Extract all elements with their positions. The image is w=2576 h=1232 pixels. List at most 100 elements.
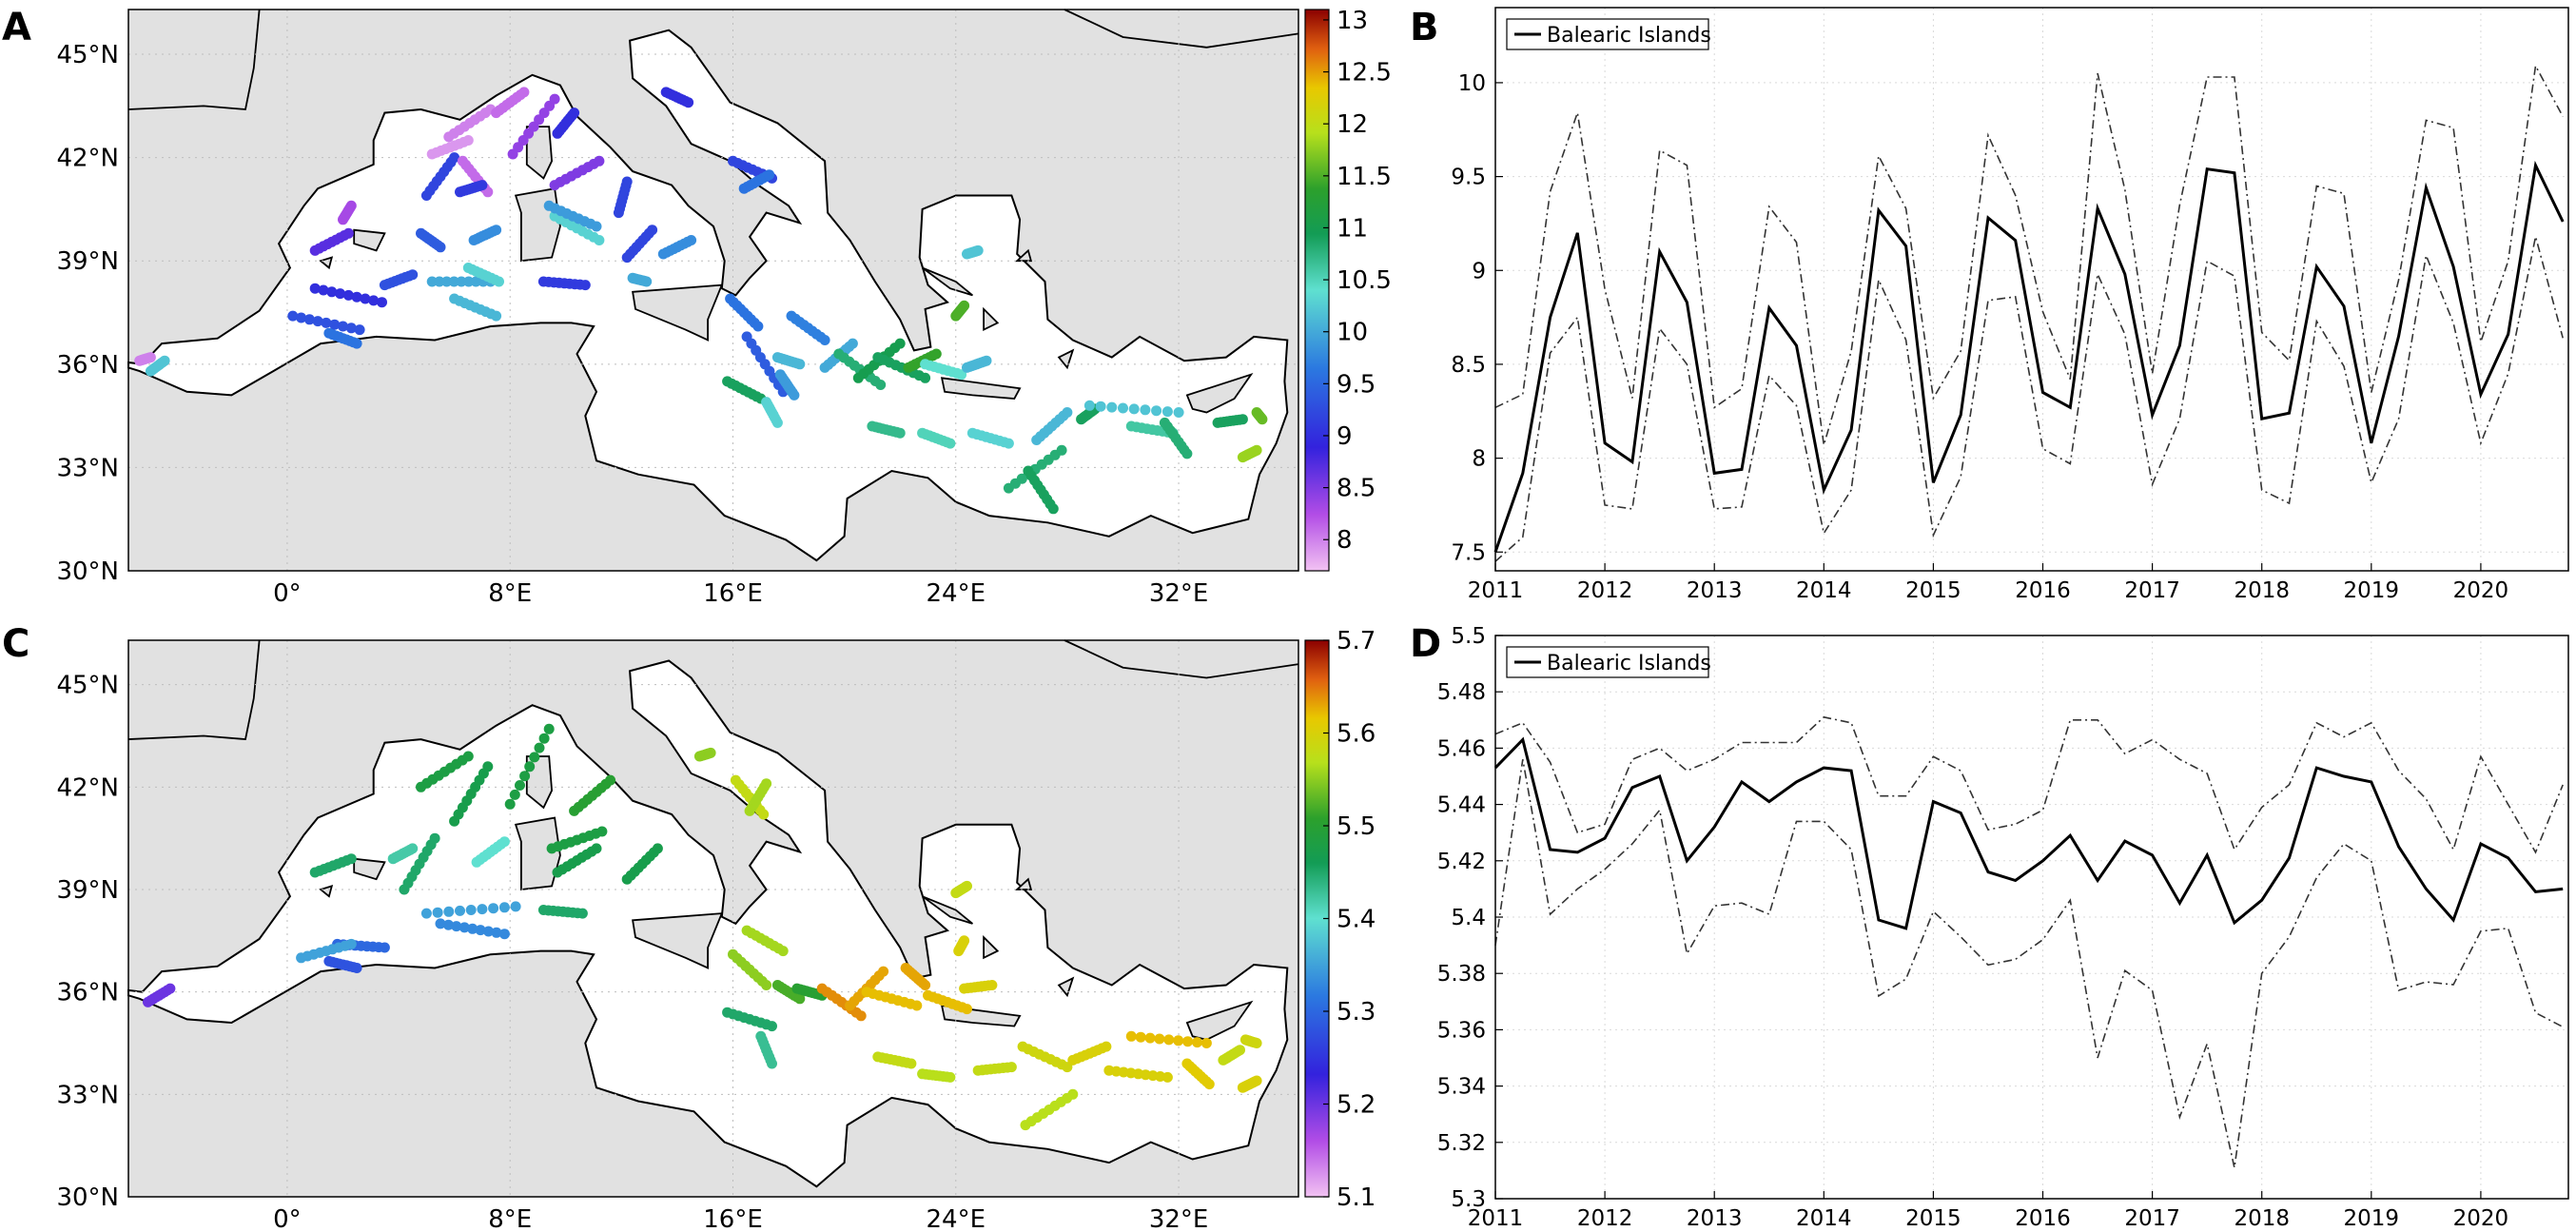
y-tick-label: 5.3 xyxy=(1451,1187,1486,1212)
track-30-point xyxy=(920,980,931,990)
colorbar-tick-label: 10 xyxy=(1337,319,1368,347)
y-tick-label: 5.38 xyxy=(1437,962,1486,987)
map-frame xyxy=(127,9,1299,572)
track-9-point xyxy=(462,751,474,762)
island-9 xyxy=(983,935,1000,960)
track-12-point xyxy=(504,798,516,810)
track-3-point xyxy=(360,293,371,304)
track-0-point xyxy=(165,983,176,994)
track-10-point xyxy=(482,761,494,772)
y-tick-label: 9.5 xyxy=(1451,166,1486,190)
track-12-point xyxy=(529,752,540,763)
track-1-point xyxy=(159,355,170,366)
black-sea-coast xyxy=(1064,9,1299,49)
track-36-point xyxy=(771,417,783,428)
track-2-point xyxy=(287,310,299,322)
track-7-point xyxy=(510,901,521,912)
y-tick-label: 5.5 xyxy=(1451,624,1486,649)
track-2-point xyxy=(329,319,341,330)
track-28-point xyxy=(878,966,889,977)
x-tick-label: 2019 xyxy=(2344,578,2400,603)
island-4 xyxy=(319,256,334,270)
track-32-point xyxy=(752,321,764,332)
track-59-point xyxy=(959,300,970,311)
track-1-point xyxy=(379,942,390,953)
track-42-point xyxy=(920,372,931,383)
track-19-point xyxy=(761,778,772,790)
track-3-point xyxy=(342,289,354,301)
track-20-point xyxy=(569,108,580,119)
track-12-point xyxy=(524,761,536,772)
legend-label: Balearic Islands xyxy=(1547,652,1711,675)
track-23-point xyxy=(767,1021,777,1032)
track-25-point xyxy=(794,993,806,1005)
island-3 xyxy=(353,228,386,252)
panel-letter: B xyxy=(1410,6,1439,49)
track-34-point xyxy=(945,1071,956,1083)
atlantic-coast xyxy=(127,9,261,110)
y-tick-label: 5.36 xyxy=(1437,1018,1486,1043)
x-tick-label: 2018 xyxy=(2234,578,2290,603)
track-8-point xyxy=(475,925,486,936)
track-12-point xyxy=(519,771,531,782)
lat-tick-label: 30°N xyxy=(56,1183,119,1212)
track-41-point xyxy=(894,338,906,349)
lat-tick-label: 42°N xyxy=(56,145,119,173)
track-10-point xyxy=(456,276,467,287)
track-42-point xyxy=(1235,1045,1245,1056)
track-12-point xyxy=(534,742,545,753)
track-3-point xyxy=(309,283,321,294)
track-10-point xyxy=(426,276,438,287)
track-7-point xyxy=(477,904,488,915)
lat-tick-label: 36°N xyxy=(56,351,119,380)
y-tick-label: 8.5 xyxy=(1451,353,1486,378)
colorbar-tick-label: 13 xyxy=(1337,7,1368,35)
track-50-point xyxy=(1056,444,1067,456)
track-29-point xyxy=(911,1000,923,1011)
y-tick-label: 5.32 xyxy=(1437,1131,1486,1156)
track-40-point xyxy=(1163,1034,1175,1046)
y-tick-label: 5.48 xyxy=(1437,680,1486,705)
track-30-point xyxy=(764,169,775,181)
colorbar-tick-label: 10.5 xyxy=(1337,266,1392,295)
track-8-point xyxy=(451,921,462,932)
lat-tick-label: 39°N xyxy=(56,247,119,276)
colorbar-tick-label: 8 xyxy=(1337,526,1353,555)
track-20-point xyxy=(705,747,716,758)
track-3-point xyxy=(351,291,362,303)
track-11-point xyxy=(491,310,502,322)
x-tick-label: 2016 xyxy=(2015,578,2071,603)
x-tick-label: 2018 xyxy=(2234,1206,2290,1231)
track-7-point xyxy=(498,902,510,913)
x-tick-label: 2020 xyxy=(2453,1206,2509,1231)
colorbar-tick-label: 11.5 xyxy=(1337,163,1392,191)
x-tick-label: 2015 xyxy=(1905,1206,1961,1231)
x-tick-label: 2014 xyxy=(1796,1206,1852,1231)
track-3-point xyxy=(345,938,357,949)
track-46-point xyxy=(962,880,972,891)
colorbar-tick-label: 5.2 xyxy=(1337,1091,1376,1120)
track-3-point xyxy=(368,295,380,306)
track-45-point xyxy=(959,935,970,947)
island-2 xyxy=(632,912,724,969)
track-40-point xyxy=(1144,1032,1156,1044)
x-tick-label: 2016 xyxy=(2015,1206,2071,1231)
track-7-point xyxy=(420,908,432,919)
lat-tick-label: 45°N xyxy=(56,672,119,700)
x-tick-label: 2013 xyxy=(1687,578,1743,603)
track-46-point xyxy=(894,427,906,439)
x-tick-label: 2020 xyxy=(2453,578,2509,603)
colorbar-tick-label: 12 xyxy=(1337,110,1368,139)
colorbar-tick-label: 5.6 xyxy=(1337,720,1376,749)
track-45-point xyxy=(981,355,992,366)
track-8-point xyxy=(459,922,470,933)
track-40-point xyxy=(1200,1038,1212,1048)
series-upper-line xyxy=(1494,63,2564,446)
track-53-point xyxy=(1140,404,1151,416)
lon-tick-label: 16°E xyxy=(703,1205,763,1232)
track-7-point xyxy=(455,905,465,916)
track-10-point xyxy=(470,276,481,287)
track-19-point xyxy=(518,87,530,98)
track-7-point xyxy=(407,269,419,281)
